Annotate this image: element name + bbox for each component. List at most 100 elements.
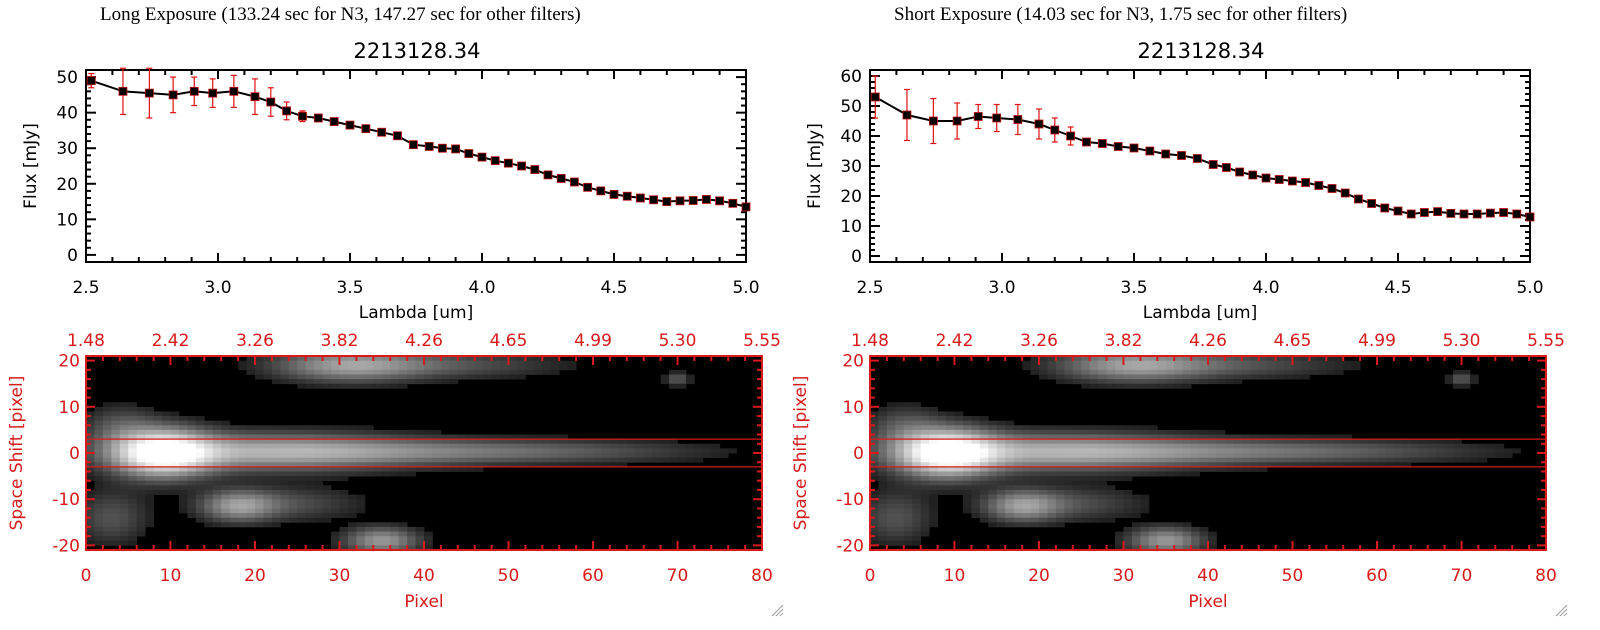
image-pixel: [1157, 462, 1167, 468]
image-pixel: [1275, 434, 1285, 440]
image-pixel: [305, 508, 315, 514]
image-pixel: [94, 434, 104, 440]
image-pixel: [212, 480, 222, 486]
image-pixel: [996, 439, 1006, 445]
image-pixel: [178, 485, 188, 491]
image-pixel: [652, 439, 661, 445]
image-pixel: [1148, 531, 1158, 537]
image-pixel: [305, 356, 315, 362]
image-pixel: [1199, 531, 1209, 537]
image-pixel: [331, 434, 340, 440]
image-pixel: [971, 499, 981, 505]
image-pixel: [1030, 356, 1040, 362]
image-pixel: [1047, 513, 1057, 519]
image-pixel: [229, 425, 239, 431]
image-pixel: [1258, 448, 1268, 454]
image-pixel: [903, 429, 913, 435]
image-pixel: [1503, 453, 1513, 459]
image-pixel: [128, 485, 138, 491]
image-pixel: [86, 443, 95, 449]
image-pixel: [1208, 462, 1217, 468]
image-pixel: [491, 457, 501, 463]
image-pixel: [111, 425, 121, 431]
image-pixel: [1233, 365, 1243, 371]
image-pixel: [1317, 443, 1327, 449]
image-pixel: [86, 476, 95, 482]
image-pixel: [424, 434, 433, 440]
image-pixel: [1360, 457, 1369, 463]
image-pixel: [187, 499, 197, 505]
data-point: [1192, 154, 1202, 163]
image-pixel: [204, 443, 214, 449]
image-pixel: [937, 453, 947, 459]
image-pixel: [1106, 466, 1116, 472]
image-pixel: [1005, 439, 1015, 445]
image-pixel: [895, 466, 905, 472]
image-pixel: [878, 489, 888, 495]
image-pixel: [1461, 457, 1471, 463]
image-pixel: [971, 439, 981, 445]
image-pixel: [288, 466, 298, 472]
image-pixel: [178, 443, 188, 449]
image-pixel: [221, 489, 231, 495]
image-pixel: [339, 466, 349, 472]
image-pixel: [1360, 453, 1369, 459]
image-pixel: [229, 513, 239, 519]
data-point: [1261, 173, 1271, 183]
image-pixel: [576, 439, 585, 445]
resize-grip-icon[interactable]: [1554, 603, 1568, 617]
image-pixel: [660, 439, 670, 445]
image-pixel: [381, 536, 391, 542]
image-pixel: [1292, 453, 1302, 459]
image-pixel: [1258, 466, 1268, 472]
image-pixel: [1131, 471, 1141, 477]
image-pixel: [1284, 453, 1293, 459]
image-pixel: [1199, 457, 1209, 463]
image-pixel: [1436, 457, 1445, 463]
image-pixel: [996, 434, 1006, 440]
image-pixel: [1115, 383, 1124, 389]
image-pixel: [238, 471, 247, 477]
image-pixel: [1072, 443, 1082, 449]
image-pixel: [626, 448, 636, 454]
image-pixel: [1343, 443, 1353, 449]
image-pixel: [1030, 476, 1040, 482]
image-pixel: [102, 453, 112, 459]
resize-grip-icon[interactable]: [770, 603, 784, 617]
image-pixel: [483, 356, 492, 362]
image-pixel: [153, 457, 163, 463]
image-pixel: [339, 360, 349, 366]
y-tick-label: -10: [836, 490, 864, 510]
image-pixel: [1216, 448, 1226, 454]
image-pixel: [694, 443, 704, 449]
image-pixel: [314, 517, 323, 523]
image-pixel: [1351, 448, 1361, 454]
image-pixel: [886, 517, 896, 523]
y-tick-label: 40: [56, 104, 78, 124]
image-pixel: [1072, 429, 1082, 435]
image-pixel: [407, 462, 416, 468]
image-pixel: [516, 443, 526, 449]
image-pixel: [280, 453, 290, 459]
image-pixel: [1275, 374, 1285, 380]
image-pixel: [221, 499, 231, 505]
data-point: [377, 127, 387, 137]
image-pixel: [1182, 453, 1192, 459]
image-pixel: [895, 485, 905, 491]
image-pixel: [1039, 462, 1048, 468]
image-pixel: [1081, 434, 1091, 440]
image-pixel: [314, 365, 323, 371]
image-pixel: [1106, 443, 1116, 449]
image-pixel: [1368, 448, 1378, 454]
image-pixel: [221, 462, 231, 468]
image-pixel: [1098, 365, 1107, 371]
image-pixel: [128, 540, 138, 546]
image-pixel: [1182, 448, 1192, 454]
image-pixel: [1022, 457, 1031, 463]
image-pixel: [1351, 443, 1361, 449]
image-pixel: [1013, 462, 1023, 468]
image-pixel: [962, 494, 972, 500]
image-pixel: [878, 476, 888, 482]
image-pixel: [1174, 536, 1184, 542]
image-pixel: [1055, 379, 1065, 385]
